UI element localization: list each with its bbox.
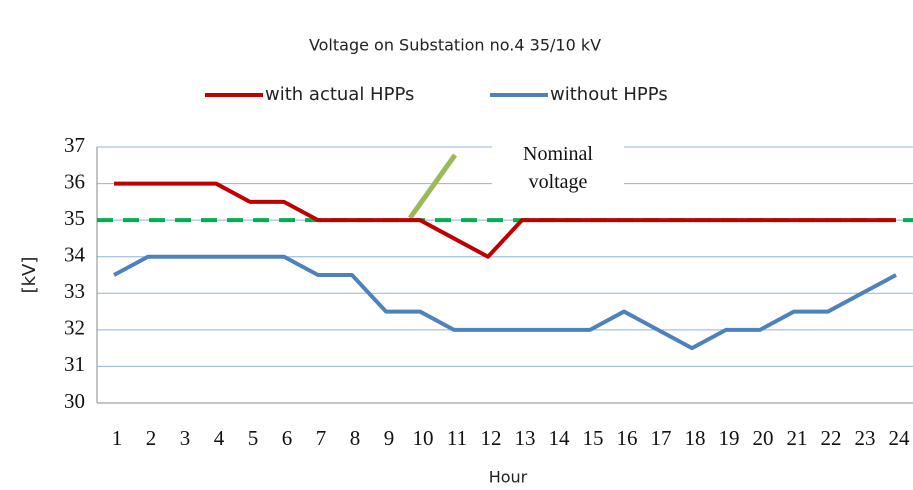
legend-label: with actual HPPs [265,84,414,105]
x-tick-label: 16 [617,426,638,450]
x-tick-label: 11 [447,426,467,450]
x-tick-label: 6 [282,426,293,450]
x-tick-label: 20 [753,426,774,450]
y-tick-label: 36 [64,169,85,193]
x-tick-label: 13 [515,426,536,450]
y-tick-label: 32 [64,316,85,340]
x-tick-label: 24 [889,426,911,450]
x-tick-label: 23 [855,426,876,450]
annotation: Nominal voltage [492,138,624,198]
x-tick-label: 15 [583,426,604,450]
series-line [113,254,897,351]
x-tick-label: 1 [112,426,123,450]
x-tick-label: 18 [685,426,706,450]
x-tick-label: 5 [248,426,259,450]
y-tick-label: 31 [64,352,85,376]
y-tick-label: 34 [64,243,86,267]
x-tick-label: 14 [549,426,571,450]
x-tick-label: 3 [180,426,191,450]
chart-title: Voltage on Substation no.4 35/10 kV [309,36,601,55]
x-tick-label: 12 [481,426,502,450]
x-tick-label: 8 [350,426,361,450]
y-tick-label: 30 [64,389,85,413]
x-axis-label: Hour [489,468,528,487]
x-tick-label: 9 [384,426,395,450]
x-tick-label: 4 [214,426,225,450]
x-tick-label: 2 [146,426,157,450]
x-tick-label: 21 [787,426,808,450]
series-line [114,181,896,259]
legend-label: without HPPs [550,84,668,105]
x-tick-label: 7 [316,426,327,450]
x-tick-label: 17 [651,426,672,450]
x-tick-label: 22 [821,426,842,450]
y-tick-label: 33 [64,279,85,303]
y-tick-label: 37 [64,133,85,157]
x-tick-label: 19 [719,426,740,450]
annotation-callout [407,153,458,220]
y-tick-label: 35 [64,206,85,230]
x-tick-label: 10 [413,426,434,450]
y-axis-label: [kV] [19,257,40,294]
